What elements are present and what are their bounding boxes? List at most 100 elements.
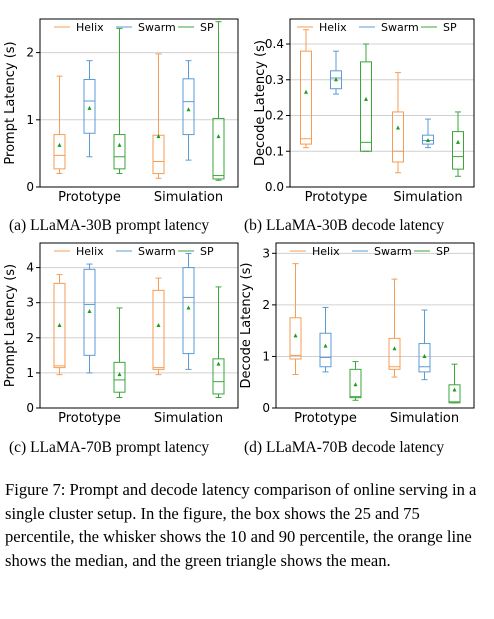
legend-label-swarm: Swarm xyxy=(374,245,412,258)
box-iqr xyxy=(289,317,302,360)
mean-marker xyxy=(456,139,460,144)
box-iqr xyxy=(212,117,225,180)
legend-label-helix: Helix xyxy=(76,245,104,258)
chart-a-prompt-30b: 0 1 2 Prompt Latency (s) Prototype Simulation… xyxy=(0,14,244,214)
x-category-label: Simulation xyxy=(393,190,462,205)
box-iqr xyxy=(182,267,195,355)
box-iqr xyxy=(300,50,312,145)
y-tick-label: 1 xyxy=(262,349,270,363)
box-helix-simulation xyxy=(388,278,401,378)
chart-d-decode-70b: 0 1 2 3 Decode Latency (s) Prototype Simulatio… xyxy=(239,238,490,430)
y-tick-label: 0.0 xyxy=(265,180,284,194)
mean-marker xyxy=(323,343,328,348)
legend-label-sp: SP xyxy=(436,245,450,258)
box-helix-prototype xyxy=(300,29,312,149)
legend-label-swarm: Swarm xyxy=(138,245,176,258)
x-category-label: Prototype xyxy=(294,411,357,426)
y-tick-label: 4 xyxy=(26,261,34,275)
y-axis-title: Prompt Latency (s) xyxy=(3,264,18,387)
box-sp-simulation xyxy=(452,111,464,177)
box-iqr xyxy=(452,131,464,170)
box-iqr xyxy=(83,268,96,356)
box-iqr xyxy=(113,134,126,170)
box-helix-simulation xyxy=(152,277,165,376)
y-axis-title: Decode Latency (s) xyxy=(253,40,268,166)
plot-frame xyxy=(39,18,239,188)
mean-marker xyxy=(452,387,457,392)
legend: Helix Swarm SP xyxy=(54,21,214,34)
y-tick-label: 0.1 xyxy=(265,144,284,158)
mean-marker xyxy=(156,323,161,327)
box-sp-prototype xyxy=(349,361,362,401)
box-iqr xyxy=(360,61,372,152)
plot-frame xyxy=(289,18,475,188)
box-helix-prototype xyxy=(289,263,302,375)
mean-marker xyxy=(87,308,92,313)
y-tick-label: 2 xyxy=(262,298,270,312)
plot-frame xyxy=(275,242,475,409)
box-sp-prototype xyxy=(113,27,126,175)
mean-marker xyxy=(353,382,358,387)
mean-marker xyxy=(293,333,298,338)
box-iqr xyxy=(418,343,431,373)
legend: Helix Swarm SP xyxy=(54,245,214,258)
box-iqr xyxy=(392,111,404,163)
legend-label-sp: SP xyxy=(443,21,457,34)
x-category-label: Simulation xyxy=(154,190,223,205)
box-sp-prototype xyxy=(113,307,126,398)
mean-marker xyxy=(396,125,400,130)
y-tick-label: 0.4 xyxy=(265,37,284,51)
x-category-label: Simulation xyxy=(154,411,223,426)
y-tick-label: 1 xyxy=(26,366,34,380)
box-sp-prototype xyxy=(360,43,372,152)
subcaption-c: (c) LLaMA-70B prompt latency xyxy=(9,439,210,456)
box-iqr xyxy=(83,78,96,134)
box-iqr xyxy=(53,134,66,170)
legend-label-swarm: Swarm xyxy=(381,21,419,34)
chart-svg: 0 1 2 Prompt Latency (s) Prototype Simulation… xyxy=(3,18,239,205)
subcaption-b: (b) LLaMA-30B decode latency xyxy=(244,217,445,234)
chart-svg: 0 1 2 3 Decode Latency (s) Prototype Simulatio… xyxy=(239,242,475,426)
box-swarm-simulation xyxy=(418,309,431,381)
mean-marker xyxy=(364,96,368,101)
legend-label-helix: Helix xyxy=(76,21,104,34)
y-tick-label: 3 xyxy=(262,246,270,260)
box-helix-simulation xyxy=(392,72,404,174)
y-tick-label: 1 xyxy=(26,113,34,127)
box-swarm-prototype xyxy=(319,306,332,373)
mean-marker xyxy=(186,107,191,112)
box-swarm-prototype xyxy=(330,50,342,95)
box-swarm-simulation xyxy=(182,60,195,161)
legend-label-helix: Helix xyxy=(312,245,340,258)
box-iqr xyxy=(113,361,126,393)
plot-frame xyxy=(39,242,239,409)
box-helix-prototype xyxy=(53,274,66,376)
box-iqr xyxy=(349,368,362,399)
y-tick-label: 0.2 xyxy=(265,109,284,123)
mean-marker xyxy=(57,142,62,147)
figure-caption: Figure 7: Prompt and decode latency comp… xyxy=(5,480,477,570)
y-tick-label: 0.3 xyxy=(265,73,284,87)
y-tick-label: 2 xyxy=(26,331,34,345)
legend: Helix Swarm SP xyxy=(297,21,457,34)
x-category-label: Simulation xyxy=(390,411,459,426)
chart-svg: 0 1 2 3 4 Prompt Latency (s) Prototype Simulati… xyxy=(3,242,239,426)
box-iqr xyxy=(388,337,401,370)
box-swarm-simulation xyxy=(182,253,195,370)
mean-marker xyxy=(392,346,397,351)
x-category-label: Prototype xyxy=(305,190,368,205)
legend-label-swarm: Swarm xyxy=(138,21,176,34)
box-iqr xyxy=(152,289,165,370)
mean-marker xyxy=(186,305,191,310)
y-axis-title: Prompt Latency (s) xyxy=(3,41,18,164)
box-iqr xyxy=(152,134,165,175)
box-iqr xyxy=(182,78,195,136)
legend-label-sp: SP xyxy=(200,21,214,34)
box-sp-simulation xyxy=(448,363,461,404)
box-iqr xyxy=(330,70,342,90)
box-sp-simulation xyxy=(212,286,225,398)
y-tick-label: 0 xyxy=(262,401,270,415)
chart-c-prompt-70b: 0 1 2 3 4 Prompt Latency (s) Prototype Simulati… xyxy=(0,238,244,430)
mean-marker xyxy=(216,361,221,366)
box-swarm-simulation xyxy=(422,118,434,149)
